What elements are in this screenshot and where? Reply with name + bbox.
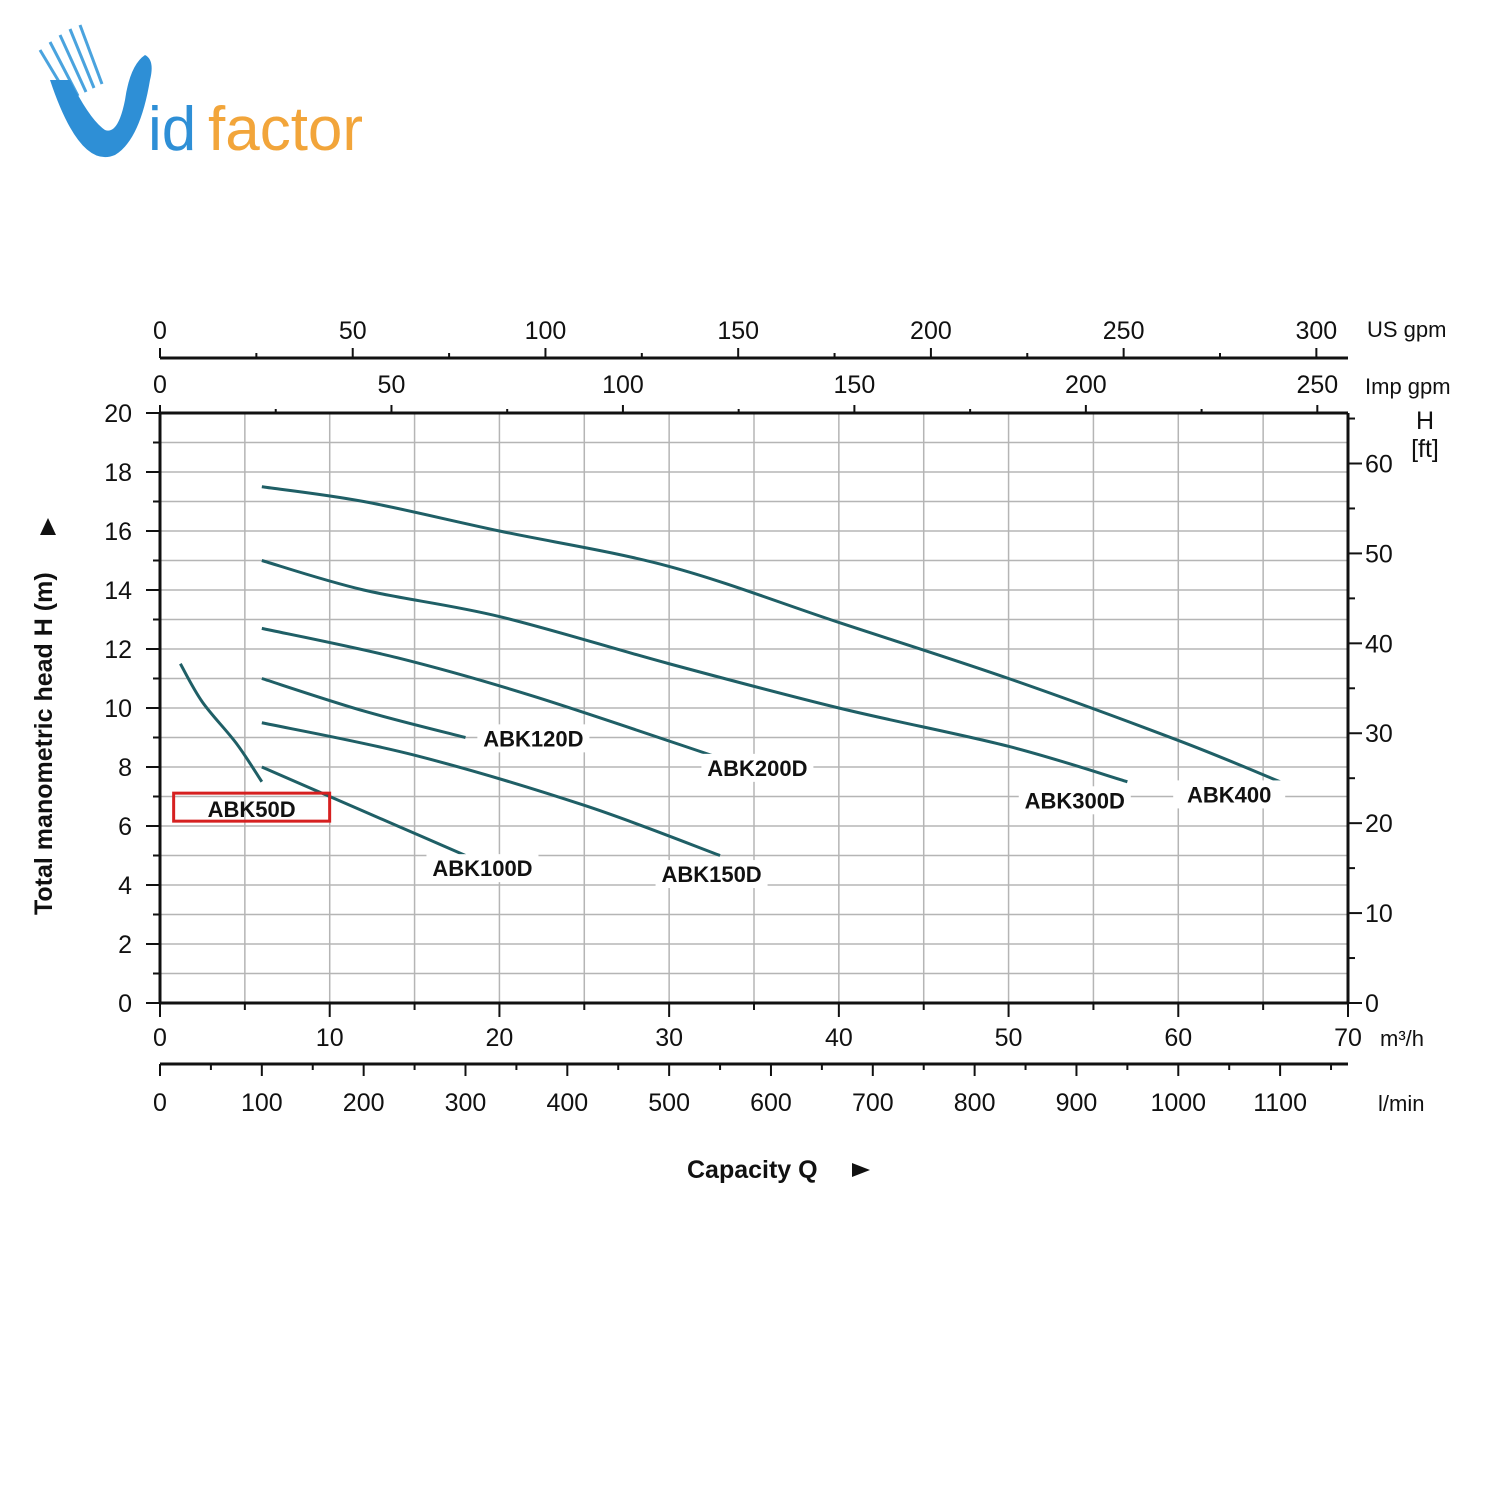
x-tick-label: 50	[995, 1024, 1023, 1052]
y-tick-label: 20	[104, 400, 132, 428]
us-gpm-tick-label: 100	[525, 317, 567, 345]
lmin-tick-label: 900	[1056, 1089, 1098, 1117]
us-gpm-tick-label: 50	[339, 317, 367, 345]
curve-label-abk150d: ABK150D	[661, 862, 761, 887]
curve-abk120d	[261, 677, 466, 739]
lmin-tick-label: 500	[648, 1089, 690, 1117]
vidfactor-logo: id factor	[38, 24, 363, 164]
curve-abk200d	[261, 626, 721, 760]
y-tick-label: 6	[118, 813, 132, 841]
y-tick-label: 14	[104, 577, 132, 605]
y-tick-label: 8	[118, 754, 132, 782]
ft-tick-label: 60	[1365, 450, 1393, 478]
logo-v-shape	[50, 55, 152, 158]
label-bg	[1018, 786, 1131, 815]
curve-abk400	[261, 485, 1281, 784]
imp-gpm-tick-label: 50	[378, 371, 406, 399]
curve-label-abk200d: ABK200D	[707, 756, 807, 781]
lmin-tick-label: 600	[750, 1089, 792, 1117]
imp-gpm-tick-label: 250	[1296, 371, 1338, 399]
x-tick-label: 10	[316, 1024, 344, 1052]
curve-abk100d	[261, 765, 467, 857]
ft-tick-label: 50	[1365, 540, 1393, 568]
lmin-tick-label: 0	[153, 1089, 167, 1117]
imp-gpm-unit-label: Imp gpm	[1365, 374, 1451, 399]
y-tick-label: 0	[118, 990, 132, 1018]
x-unit-label: m³/h	[1380, 1026, 1424, 1051]
highlight-box	[172, 791, 332, 823]
lmin-tick-label: 100	[241, 1089, 283, 1117]
curve-label-abk100d: ABK100D	[432, 856, 532, 881]
grid	[159, 412, 1349, 1004]
ft-tick-label: 0	[1365, 990, 1379, 1018]
imp-gpm-tick-label: 200	[1065, 371, 1107, 399]
ft-tick-label: 20	[1365, 810, 1393, 838]
labels: ABK50D ABK100D ABK120D ABK150D ABK200D ABK300…	[172, 724, 1286, 889]
lmin-tick-label: 300	[445, 1089, 487, 1117]
y-tick-label: 4	[118, 872, 132, 900]
curves	[179, 485, 1281, 857]
imp-gpm-tick-label: 100	[602, 371, 644, 399]
lmin-tick-label: 1000	[1150, 1089, 1206, 1117]
us-gpm-tick-label: 150	[717, 317, 759, 345]
y-tick-label: 18	[104, 459, 132, 487]
lmin-tick-label: 800	[954, 1089, 996, 1117]
x-tick-label: 30	[655, 1024, 683, 1052]
curve-label-abk300d: ABK300D	[1025, 788, 1125, 813]
lmin-tick-label: 200	[343, 1089, 385, 1117]
y-tick-label: 12	[104, 636, 132, 664]
us-gpm-tick-label: 250	[1103, 317, 1145, 345]
curve-abk300d	[261, 559, 1128, 784]
curve-label-abk120d: ABK120D	[483, 726, 583, 751]
y-axis-title: Total manometric head H (m)	[30, 572, 58, 915]
us-gpm-unit-label: US gpm	[1367, 317, 1446, 342]
curve-label-abk400: ABK400	[1187, 782, 1271, 807]
x-axis-title: Capacity Q	[687, 1156, 818, 1184]
y-tick-label: 10	[104, 695, 132, 723]
y-axis-title-arrow-icon	[40, 518, 56, 535]
us-gpm-tick-label: 0	[153, 317, 167, 345]
curve-abk50d	[179, 663, 264, 783]
curve-abk150d	[261, 721, 721, 857]
x-tick-label: 20	[486, 1024, 514, 1052]
curve-label-abk50d: ABK50D	[208, 797, 296, 822]
x-tick-label: 60	[1164, 1024, 1192, 1052]
x-axis-title-arrow-icon	[852, 1163, 870, 1177]
label-bg	[477, 724, 590, 753]
logo-text-id: id	[148, 95, 196, 164]
ft-tick-label: 10	[1365, 900, 1393, 928]
ft-tick-label: 30	[1365, 720, 1393, 748]
label-bg	[655, 860, 768, 889]
label-bg	[701, 753, 814, 782]
lmin-tick-label: 400	[546, 1089, 588, 1117]
y-tick-label: 16	[104, 518, 132, 546]
lmin-tick-label: 1100	[1253, 1089, 1307, 1117]
ft-unit-label-top: H	[1416, 407, 1434, 435]
ft-unit-label-bottom: [ft]	[1411, 435, 1439, 463]
lmin-tick-label: 700	[852, 1089, 894, 1117]
logo-text-factor: factor	[208, 95, 363, 164]
imp-gpm-tick-label: 0	[153, 371, 167, 399]
x-tick-label: 40	[825, 1024, 853, 1052]
x-tick-label: 0	[153, 1024, 167, 1052]
y-tick-label: 2	[118, 931, 132, 959]
ft-tick-label: 40	[1365, 630, 1393, 658]
imp-gpm-tick-label: 150	[834, 371, 876, 399]
label-bg	[426, 854, 539, 883]
us-gpm-tick-label: 200	[910, 317, 952, 345]
label-bg	[1173, 780, 1286, 809]
x-tick-label: 70	[1334, 1024, 1362, 1052]
us-gpm-tick-label: 300	[1296, 317, 1338, 345]
lmin-unit-label: l/min	[1378, 1091, 1424, 1116]
